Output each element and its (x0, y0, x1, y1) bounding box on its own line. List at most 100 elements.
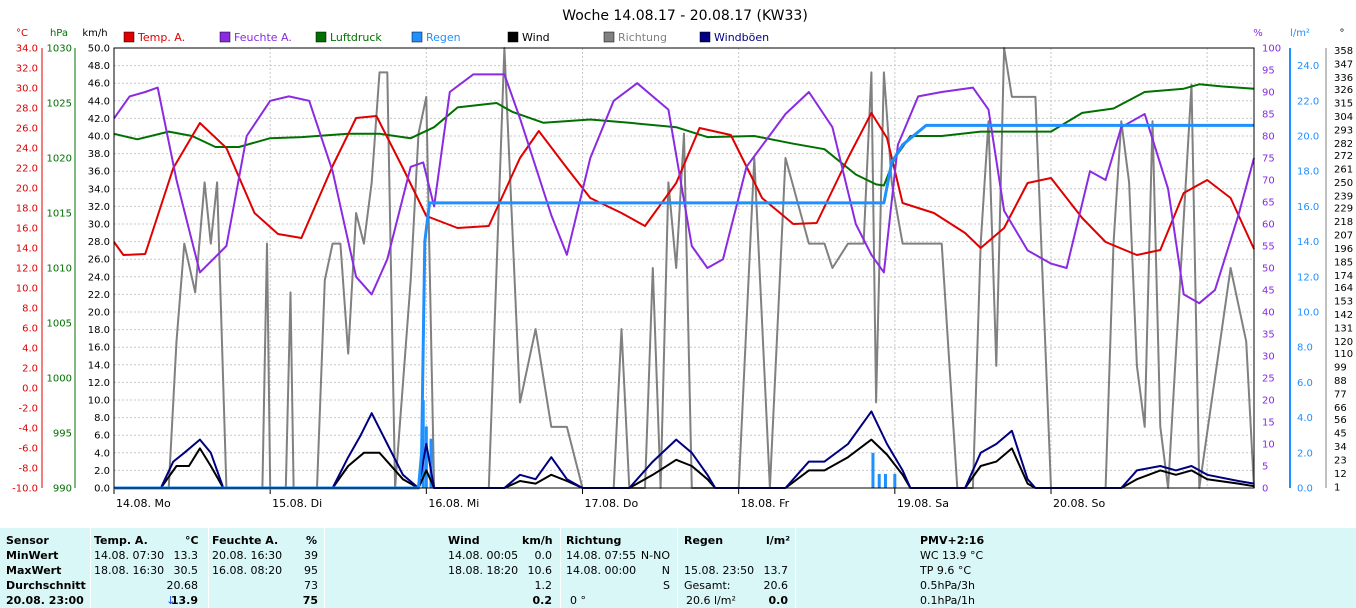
axis-tick-label: 26.0 (88, 255, 110, 266)
axis-tick-label: 4.0 (1297, 413, 1313, 424)
legend-label: Richtung (618, 31, 667, 44)
axis-tick-label: 0.0 (94, 484, 110, 495)
rain-time: 20.6 l/m² (686, 594, 736, 607)
legend-label: Luftdruck (330, 31, 382, 44)
rain-value: 0.0 (768, 594, 789, 607)
axis-tick-label: 10.0 (16, 284, 38, 295)
axis-tick-label: 142 (1334, 310, 1353, 321)
axis-tick-label: 40.0 (88, 132, 110, 143)
axis-tick-label: 28.0 (16, 104, 38, 115)
rain-value: 13.7 (763, 564, 789, 577)
header-humidity: Feuchte A. (212, 534, 279, 547)
header-direction: Richtung (566, 534, 622, 547)
wind-time: 14.08. 00:05 (448, 549, 519, 562)
axis-tick-label: 80 (1262, 132, 1275, 143)
legend-swatch (411, 31, 423, 43)
trend-down-icon: ↓ (166, 594, 176, 607)
axis-unit-label: % (1253, 28, 1263, 39)
header-temp-unit: °C (185, 534, 199, 547)
header-wind: Wind (448, 534, 480, 547)
axis-tick-label: 30.0 (16, 84, 38, 95)
axis-tick-label: 12 (1334, 469, 1347, 480)
axis-tick-label: 229 (1334, 204, 1353, 215)
axis-tick-label: 336 (1334, 73, 1353, 84)
legend-swatch (699, 31, 711, 43)
axis-tick-label: 40 (1262, 308, 1275, 319)
axis-tick-label: 1020 (47, 154, 72, 165)
humidity-time: 20.08. 16:30 (212, 549, 283, 562)
axis-tick-label: 15 (1262, 418, 1275, 429)
axis-tick-label: 20.0 (1297, 132, 1319, 143)
axis-tick-label: 0.0 (22, 384, 38, 395)
axis-tick-label: 22.0 (16, 164, 38, 175)
axis-tick-label: 0.0 (1297, 484, 1313, 495)
axis-tick-label: 85 (1262, 110, 1275, 121)
axis-tick-label: 22.0 (1297, 96, 1319, 107)
extra-value: WC 13.9 °C (920, 549, 984, 562)
series-line-windb-en (114, 410, 1255, 489)
temp-time: 18.08. 16:30 (94, 564, 165, 577)
axis-tick-label: 12.0 (88, 378, 110, 389)
axis-tick-label: 44.0 (88, 96, 110, 107)
axis-tick-label: 185 (1334, 257, 1353, 268)
axis-tick-label: 24.0 (88, 272, 110, 283)
humidity-time: 16.08. 08:20 (212, 564, 283, 577)
rain-interval-bar (877, 473, 881, 488)
axis-tick-label: 60 (1262, 220, 1275, 231)
wind-time: 18.08. 18:20 (448, 564, 519, 577)
axis-tick-label: 2.0 (22, 364, 38, 375)
axis-tick-label: -8.0 (18, 464, 38, 475)
axis-tick-label: 45 (1334, 429, 1347, 440)
axis-tick-label: 20.0 (88, 308, 110, 319)
axis-tick-label: 16.0 (88, 343, 110, 354)
direction-time: 0 ° (570, 594, 586, 607)
axis-tick-label: 77 (1334, 389, 1347, 400)
axis-tick-label: -6.0 (18, 444, 38, 455)
axis-tick-label: 10.0 (88, 396, 110, 407)
axis-tick-label: 6.0 (22, 324, 38, 335)
x-axis-label: 18.08. Fr (741, 497, 790, 510)
axis-tick-label: 315 (1334, 99, 1353, 110)
axis-tick-label: 88 (1334, 376, 1347, 387)
axis-tick-label: 347 (1334, 59, 1353, 70)
humidity-value: 75 (302, 594, 318, 607)
legend-label: Windböen (714, 31, 769, 44)
header-sensor: Sensor (6, 534, 49, 547)
legend-label: Temp. A. (137, 31, 185, 44)
axis-tick-label: 261 (1334, 165, 1353, 176)
x-axis-label: 14.08. Mo (116, 497, 171, 510)
axis-tick-label: 1015 (47, 209, 72, 220)
plot-frame (113, 47, 1255, 489)
axis-tick-label: 99 (1334, 363, 1347, 374)
axis-tick-label: 5 (1262, 462, 1268, 473)
axis-unit-label: l/m² (1290, 28, 1310, 39)
axis-tick-label: 18.0 (88, 325, 110, 336)
axis-tick-label: 55 (1262, 242, 1275, 253)
axis-unit-label: °C (16, 28, 28, 39)
axis-tick-label: 14.0 (1297, 237, 1319, 248)
plot-area (113, 47, 1255, 489)
axis-tick-label: 1 (1334, 482, 1340, 493)
axis-tick-label: 10 (1262, 440, 1275, 451)
axis-tick-label: 153 (1334, 297, 1353, 308)
axis-tick-label: 6.0 (94, 431, 110, 442)
temp-value: 30.5 (173, 564, 199, 577)
legend-swatch (123, 31, 135, 43)
axis-tick-label: 70 (1262, 176, 1275, 187)
axis-tick-label: 1010 (47, 264, 72, 275)
x-axis-label: 20.08. So (1053, 497, 1105, 510)
axis-tick-label: 239 (1334, 191, 1353, 202)
legend-label: Feuchte A. (234, 31, 292, 44)
axis-tick-label: 30 (1262, 352, 1275, 363)
axis-tick-label: 50.0 (88, 44, 110, 55)
axis-tick-label: 995 (53, 429, 72, 440)
humidity-value: 73 (304, 579, 318, 592)
legend-swatch (507, 31, 519, 43)
axis-tick-label: 38.0 (88, 149, 110, 160)
axis-tick-label: 358 (1334, 46, 1353, 57)
wind-value: 10.6 (527, 564, 553, 577)
axis-tick-label: 2.0 (1297, 448, 1313, 459)
rain-value: 20.6 (763, 579, 789, 592)
axis-tick-label: 12.0 (1297, 272, 1319, 283)
direction-value: N (661, 564, 670, 577)
